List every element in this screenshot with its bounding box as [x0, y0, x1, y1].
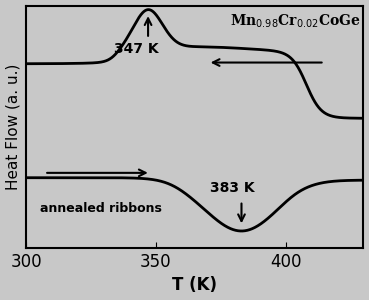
X-axis label: T (K): T (K)	[172, 276, 217, 294]
Text: annealed ribbons: annealed ribbons	[39, 202, 162, 215]
Text: 347 K: 347 K	[114, 42, 159, 56]
Text: Mn$_{0.98}$Cr$_{0.02}$CoGe: Mn$_{0.98}$Cr$_{0.02}$CoGe	[230, 13, 360, 30]
Text: 383 K: 383 K	[210, 181, 255, 195]
Y-axis label: Heat Flow (a. u.): Heat Flow (a. u.)	[6, 64, 21, 190]
